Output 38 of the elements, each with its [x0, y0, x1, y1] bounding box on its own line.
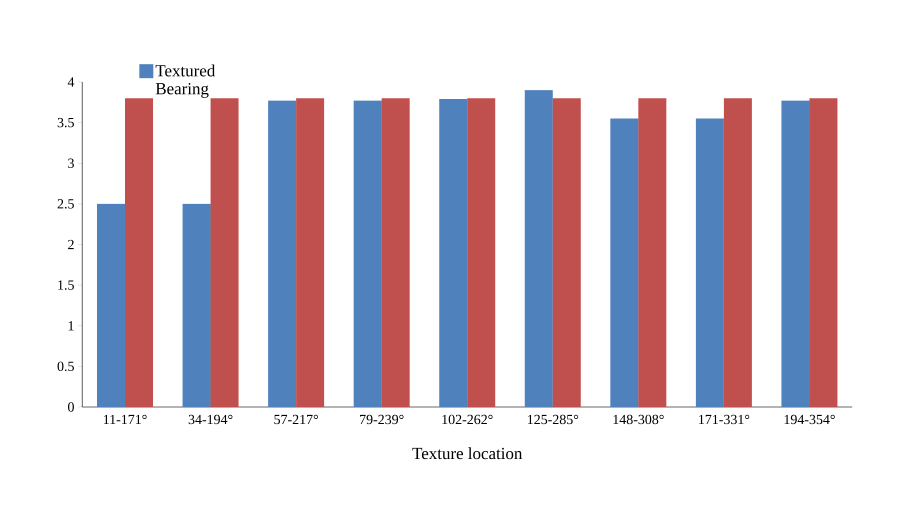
x-tick-label: 57-217° — [274, 414, 318, 424]
x-tick-label: 34-194° — [188, 414, 232, 424]
y-tick-label: 3.5 — [58, 118, 74, 128]
legend-label: Textured Bearing — [156, 64, 216, 98]
x-tick-label: 171-331° — [699, 414, 750, 424]
bar — [125, 98, 154, 407]
bar — [781, 100, 810, 407]
bar — [552, 98, 581, 407]
y-tick-label: 1.5 — [58, 280, 74, 290]
bar — [268, 100, 296, 407]
x-axis-title: Texture location — [412, 447, 522, 460]
y-tick-label: 2.5 — [58, 199, 74, 209]
y-tick-label: 3 — [68, 158, 74, 168]
x-tick-label: 79-239° — [360, 414, 404, 424]
bar — [296, 98, 324, 407]
y-tick-label: 0 — [68, 402, 74, 412]
x-tick-label: 11-171° — [104, 414, 147, 424]
bar — [382, 98, 410, 407]
x-tick-label: 148-308° — [614, 414, 664, 424]
bar — [439, 99, 468, 407]
y-tick-label: 1 — [68, 321, 74, 330]
y-tick-label: 2 — [68, 240, 74, 250]
x-tick-label: 194-354° — [784, 414, 835, 424]
bar — [210, 98, 239, 407]
x-tick-label: 102-262° — [442, 414, 493, 424]
bar — [182, 204, 211, 407]
y-tick-label: 4 — [68, 77, 74, 87]
bar — [696, 118, 724, 407]
bar — [809, 98, 838, 407]
bar — [638, 98, 666, 407]
y-tick-label: 0.5 — [58, 362, 74, 372]
bar — [524, 90, 553, 407]
bar — [724, 98, 752, 407]
bar — [354, 100, 382, 407]
bar — [97, 204, 126, 407]
bar — [610, 118, 638, 407]
bar — [467, 98, 496, 407]
x-tick-label: 125-285° — [528, 414, 578, 424]
